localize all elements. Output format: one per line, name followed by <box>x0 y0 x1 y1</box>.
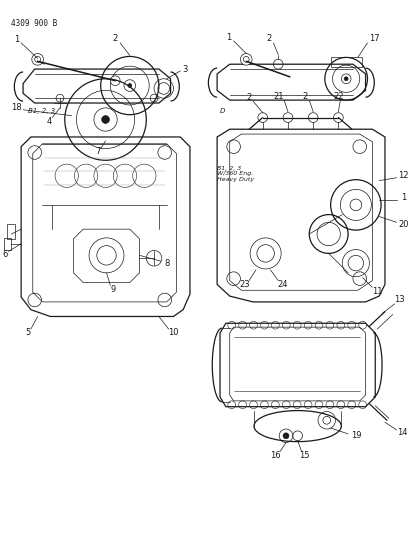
Text: 2: 2 <box>302 92 307 101</box>
Circle shape <box>128 84 131 87</box>
Text: 24: 24 <box>277 280 288 289</box>
Circle shape <box>344 77 347 80</box>
Circle shape <box>110 76 120 86</box>
Text: 23: 23 <box>238 280 249 289</box>
Circle shape <box>32 53 43 65</box>
Text: B1, 2, 3: B1, 2, 3 <box>28 108 55 114</box>
Text: 3: 3 <box>182 64 187 74</box>
Text: 1: 1 <box>13 36 19 44</box>
Text: 1: 1 <box>400 192 405 201</box>
Text: 2: 2 <box>112 35 117 44</box>
Text: 2: 2 <box>246 93 251 102</box>
Text: 6: 6 <box>2 250 7 259</box>
Circle shape <box>282 433 288 439</box>
Text: 19: 19 <box>350 431 360 440</box>
Text: 8: 8 <box>164 259 169 268</box>
Text: 1: 1 <box>226 33 231 42</box>
Text: 13: 13 <box>393 295 404 304</box>
Text: 16: 16 <box>270 451 280 459</box>
Circle shape <box>101 116 109 124</box>
Text: 20: 20 <box>397 220 408 229</box>
Text: D: D <box>220 108 225 114</box>
Text: 17: 17 <box>368 35 379 44</box>
Circle shape <box>240 53 252 65</box>
Text: 12: 12 <box>397 171 408 180</box>
Text: 9: 9 <box>110 285 116 294</box>
Text: 10: 10 <box>168 328 178 337</box>
Text: 5: 5 <box>25 328 31 337</box>
Text: 4309 900 B: 4309 900 B <box>11 19 58 28</box>
Text: 21: 21 <box>272 92 283 101</box>
Text: 15: 15 <box>299 451 309 459</box>
Text: 11: 11 <box>371 287 382 296</box>
Text: 4: 4 <box>47 117 52 126</box>
Text: 7: 7 <box>95 147 100 156</box>
Text: 22: 22 <box>333 92 343 101</box>
Text: B1, 2, 3
W/360 Eng.
Heavy Duty: B1, 2, 3 W/360 Eng. Heavy Duty <box>217 166 254 182</box>
Text: 14: 14 <box>396 429 407 438</box>
Text: 18: 18 <box>11 103 22 112</box>
Text: 2: 2 <box>265 35 270 44</box>
